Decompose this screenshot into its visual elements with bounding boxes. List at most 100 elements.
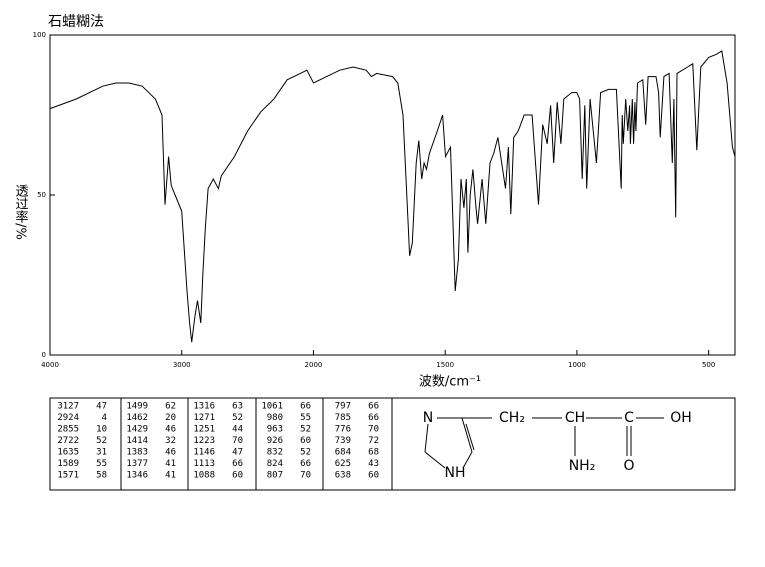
peak-transmittance: 46 [165,448,176,458]
peak-wavenumber: 1251 [193,425,215,435]
peak-transmittance: 66 [368,413,379,423]
peak-wavenumber: 1377 [126,459,148,469]
bond [424,423,429,453]
peak-transmittance: 58 [96,471,107,481]
peak-transmittance: 55 [300,413,311,423]
peak-wavenumber: 980 [267,413,283,423]
peak-wavenumber: 625 [335,459,351,469]
peak-transmittance: 60 [300,436,311,446]
y-axis-label: 透过率/% [13,184,29,240]
x-tick-label: 2000 [305,361,323,369]
peak-transmittance: 70 [368,425,379,435]
peak-transmittance: 70 [232,436,243,446]
peak-transmittance: 66 [300,459,311,469]
peak-transmittance: 66 [368,402,379,412]
peak-wavenumber: 963 [267,425,283,435]
peak-transmittance: 68 [368,448,379,458]
peak-transmittance: 63 [232,402,243,412]
peak-wavenumber: 785 [335,413,351,423]
spectrum-line [49,50,736,343]
x-tick-label: 1500 [436,361,454,369]
peak-wavenumber: 824 [267,459,283,469]
peak-transmittance: 66 [232,459,243,469]
peak-wavenumber: 926 [267,436,283,446]
peak-transmittance: 44 [232,425,243,435]
peak-wavenumber: 797 [335,402,351,412]
x-tick-label: 3000 [173,361,191,369]
peak-transmittance: 41 [165,471,176,481]
peak-wavenumber: 1571 [57,471,79,481]
peak-transmittance: 4 [102,413,107,423]
peak-transmittance: 70 [300,471,311,481]
atom-label: NH₂ [569,458,596,474]
atom-label: OH [670,410,692,426]
bond [462,451,473,469]
peak-wavenumber: 1316 [193,402,215,412]
peak-transmittance: 46 [165,425,176,435]
peak-wavenumber: 638 [335,471,351,481]
atom-label: O [623,458,634,474]
atom-label: C [624,410,634,426]
peak-transmittance: 31 [96,448,107,458]
peak-wavenumber: 1499 [126,402,148,412]
peak-transmittance: 10 [96,425,107,435]
peak-transmittance: 43 [368,459,379,469]
peak-wavenumber: 1462 [126,413,148,423]
peak-wavenumber: 1223 [193,436,215,446]
peak-transmittance: 60 [368,471,379,481]
peak-wavenumber: 3127 [57,402,79,412]
x-tick-label: 1000 [568,361,586,369]
peak-wavenumber: 1414 [126,436,148,446]
peak-transmittance: 52 [300,425,311,435]
atom-label: N [423,410,433,426]
peak-wavenumber: 1346 [126,471,148,481]
peak-transmittance: 52 [96,436,107,446]
peak-wavenumber: 1429 [126,425,148,435]
peak-wavenumber: 1271 [193,413,215,423]
atom-label: CH₂ [499,410,525,426]
peak-transmittance: 32 [165,436,176,446]
x-tick-label: 500 [702,361,715,369]
x-tick-label: 4000 [41,361,59,369]
peak-transmittance: 60 [232,471,243,481]
y-tick-label: 50 [37,191,46,199]
peak-wavenumber: 1383 [126,448,148,458]
peak-transmittance: 47 [232,448,243,458]
peak-wavenumber: 1146 [193,448,215,458]
peak-wavenumber: 684 [335,448,351,458]
bond [465,423,475,451]
y-tick-label: 100 [33,31,46,39]
peak-wavenumber: 739 [335,436,351,446]
peak-wavenumber: 776 [335,425,351,435]
peak-wavenumber: 1061 [261,402,283,412]
peak-transmittance: 52 [300,448,311,458]
peak-wavenumber: 1635 [57,448,79,458]
y-tick-label: 0 [42,351,46,359]
peak-transmittance: 72 [368,436,379,446]
bond [461,417,473,453]
peak-wavenumber: 2855 [57,425,79,435]
peak-transmittance: 47 [96,402,107,412]
peak-transmittance: 62 [165,402,176,412]
atom-label: NH [445,465,466,481]
peak-wavenumber: 1088 [193,471,215,481]
peak-transmittance: 20 [165,413,176,423]
peak-transmittance: 66 [300,402,311,412]
peak-transmittance: 55 [96,459,107,469]
x-axis-label: 波数/cm⁻¹ [419,375,481,390]
structure [424,417,664,469]
peak-transmittance: 52 [232,413,243,423]
peak-wavenumber: 1589 [57,459,79,469]
bond [424,451,446,469]
peak-wavenumber: 2924 [57,413,79,423]
peak-wavenumber: 832 [267,448,283,458]
peak-table: 3127 47 2924 4 2855 10 2722 52 1635 31 1589 55 1571 5… [57,398,379,490]
chart-title: 石蜡糊法 [48,14,104,30]
peak-wavenumber: 2722 [57,436,79,446]
peak-wavenumber: 807 [267,471,283,481]
atom-label: CH [565,410,585,426]
peak-wavenumber: 1113 [193,459,215,469]
peak-transmittance: 41 [165,459,176,469]
